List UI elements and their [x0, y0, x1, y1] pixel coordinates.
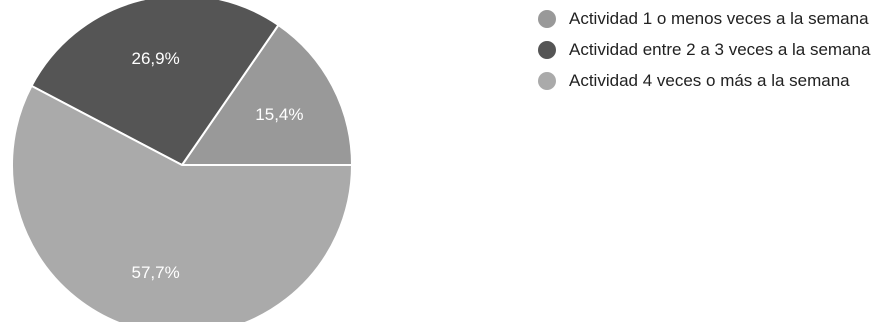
legend-label-2: Actividad entre 2 a 3 veces a la semana: [569, 40, 870, 59]
pie-data-label-3: 57,7%: [131, 263, 179, 282]
legend-item-3: Actividad 4 veces o más a la semana: [538, 68, 883, 93]
legend-label-3: Actividad 4 veces o más a la semana: [569, 71, 850, 90]
legend-item-1: Actividad 1 o menos veces a la semana: [538, 6, 883, 31]
legend-item-2: Actividad entre 2 a 3 veces a la semana: [538, 37, 883, 62]
legend-swatch-2: [538, 41, 556, 59]
legend-swatch-1: [538, 10, 556, 28]
pie-data-label-2: 26,9%: [131, 49, 179, 68]
legend: Actividad 1 o menos veces a la semana Ac…: [538, 6, 883, 99]
pie-slices: [12, 0, 352, 322]
legend-label-1: Actividad 1 o menos veces a la semana: [569, 9, 869, 28]
pie-data-label-1: 15,4%: [255, 105, 303, 124]
legend-swatch-3: [538, 72, 556, 90]
